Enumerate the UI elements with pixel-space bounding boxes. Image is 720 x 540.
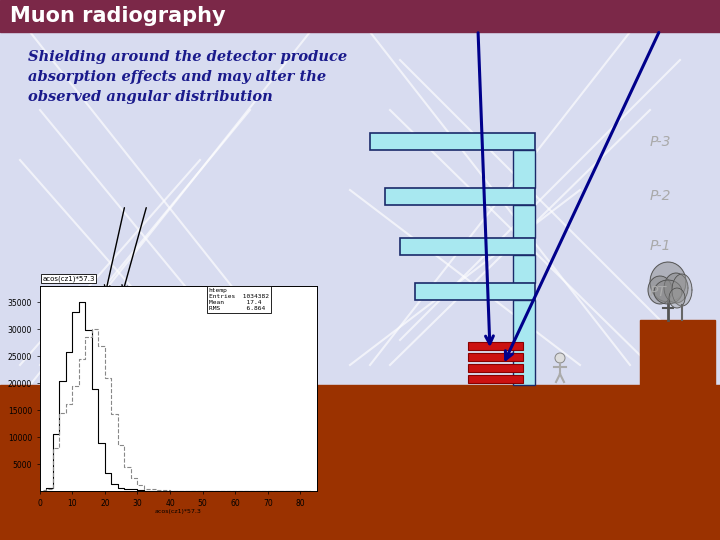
Polygon shape [669, 288, 685, 308]
Polygon shape [664, 273, 688, 303]
Text: acos(cz1)*57.3: acos(cz1)*57.3 [42, 275, 95, 282]
X-axis label: acos(cz1)*57.3: acos(cz1)*57.3 [155, 509, 202, 515]
Text: P-3: P-3 [650, 134, 672, 149]
Bar [513, 150, 535, 188]
Bar [513, 205, 535, 238]
Text: P-2: P-2 [650, 190, 672, 204]
Bar [415, 283, 535, 300]
Bar [468, 342, 523, 350]
Bar [468, 353, 523, 361]
Bar [0, 0, 720, 32]
Text: Shielding around the detector produce
absorption effects and may alter the
obser: Shielding around the detector produce ab… [28, 50, 347, 104]
Circle shape [555, 353, 565, 363]
Text: Effect of the
building structure: Effect of the building structure [115, 405, 271, 438]
Bar [513, 255, 535, 283]
Bar [468, 364, 523, 372]
Polygon shape [650, 262, 686, 302]
Bar [385, 188, 535, 205]
Bar [370, 133, 535, 150]
Polygon shape [648, 276, 672, 304]
Bar [468, 375, 523, 383]
Text: Muon radiography: Muon radiography [10, 6, 225, 26]
Bar [640, 320, 715, 385]
Bar [0, 385, 720, 540]
Polygon shape [654, 280, 682, 304]
Text: PT: PT [650, 285, 667, 299]
Bar [400, 238, 535, 255]
Text: htemp
Entries  1034382
Mean      17.4
RMS       6.864: htemp Entries 1034382 Mean 17.4 RMS 6.86… [209, 288, 269, 310]
Bar [513, 300, 535, 385]
Polygon shape [672, 274, 692, 306]
Text: P-1: P-1 [650, 240, 672, 253]
